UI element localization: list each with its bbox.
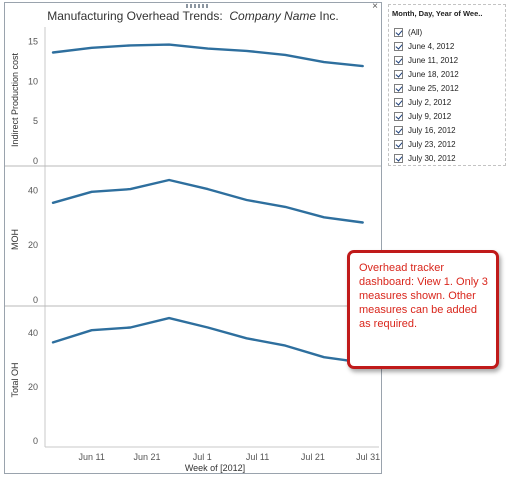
filter-item-label: June 18, 2012 xyxy=(408,69,459,79)
dashboard-title: Manufacturing Overhead Trends: Company N… xyxy=(6,9,380,27)
checkbox-checked-icon[interactable] xyxy=(394,83,403,93)
y-tick-label: 40 xyxy=(28,185,38,195)
filter-item[interactable]: June 11, 2012 xyxy=(394,53,502,67)
checkbox-checked-icon[interactable] xyxy=(394,139,403,149)
x-tick-label: Jun 11 xyxy=(79,452,105,462)
title-company: Company Name xyxy=(229,9,317,23)
filter-item-label: (All) xyxy=(408,27,423,37)
filter-item[interactable]: (All) xyxy=(394,25,502,39)
x-axis-title: Week of [2012] xyxy=(185,463,245,473)
overhead-line-chart: 0 5 10 15 Indirect Production cost 0 20 40 MOH 0 2… xyxy=(5,27,381,473)
y-tick-label: 20 xyxy=(28,382,38,392)
checkbox-checked-icon[interactable] xyxy=(394,111,403,121)
filter-item-label: July 30, 2012 xyxy=(408,153,456,163)
y-tick-label: 20 xyxy=(28,240,38,250)
title-suffix: Inc. xyxy=(319,9,339,23)
filter-item[interactable]: June 18, 2012 xyxy=(394,67,502,81)
filter-item[interactable]: June 25, 2012 xyxy=(394,81,502,95)
checkbox-checked-icon[interactable] xyxy=(394,69,403,79)
x-tick-label: Jun 21 xyxy=(133,452,160,462)
y-tick-label: 5 xyxy=(33,116,38,126)
series-line-moh xyxy=(51,178,364,224)
x-tick-label: Jul 1 xyxy=(193,452,212,462)
filter-item-label: July 2, 2012 xyxy=(408,97,452,107)
title-prefix: Manufacturing Overhead Trends: xyxy=(47,9,223,23)
y-tick-label: 0 xyxy=(33,295,38,305)
drag-handle[interactable] xyxy=(186,4,210,8)
filter-item-label: July 23, 2012 xyxy=(408,139,456,149)
checkbox-checked-icon[interactable] xyxy=(394,97,403,107)
filter-item[interactable]: June 4, 2012 xyxy=(394,39,502,53)
x-tick-label: Jul 31 xyxy=(356,452,380,462)
filter-item-label: June 11, 2012 xyxy=(408,55,459,65)
filter-item[interactable]: July 16, 2012 xyxy=(394,123,502,137)
y-tick-label: 10 xyxy=(28,76,38,86)
y-axis-title: Total OH xyxy=(10,362,20,397)
filter-item-label: July 16, 2012 xyxy=(408,125,456,135)
x-tick-label: Jul 11 xyxy=(246,452,269,462)
filter-item[interactable]: July 2, 2012 xyxy=(394,95,502,109)
y-tick-label: 40 xyxy=(28,328,38,338)
y-axis-title: Indirect Production cost xyxy=(10,52,20,147)
filter-item[interactable]: July 23, 2012 xyxy=(394,137,502,151)
series-line-indirect-production-cost xyxy=(51,43,364,68)
checkbox-checked-icon[interactable] xyxy=(394,55,403,65)
y-tick-label: 0 xyxy=(33,436,38,446)
series-line-total-oh xyxy=(51,316,364,364)
checkbox-checked-icon[interactable] xyxy=(394,41,403,51)
filter-item-label: June 25, 2012 xyxy=(408,83,459,93)
checkbox-checked-icon[interactable] xyxy=(394,125,403,135)
dashboard-panel: × Manufacturing Overhead Trends: Company… xyxy=(4,2,382,474)
annotation-callout: Overhead tracker dashboard: View 1. Only… xyxy=(347,250,499,369)
y-axis-title: MOH xyxy=(10,229,20,250)
checkbox-checked-icon[interactable] xyxy=(394,27,403,37)
filter-item[interactable]: July 9, 2012 xyxy=(394,109,502,123)
filter-title: Month, Day, Year of Wee.. xyxy=(392,9,483,18)
filter-item-label: July 9, 2012 xyxy=(408,111,452,121)
checkbox-checked-icon[interactable] xyxy=(394,153,403,163)
x-tick-label: Jul 21 xyxy=(301,452,325,462)
y-tick-label: 15 xyxy=(28,36,38,46)
week-filter: Month, Day, Year of Wee.. (All) June 4, 2… xyxy=(388,4,506,166)
close-icon[interactable]: × xyxy=(372,1,378,12)
filter-item-label: June 4, 2012 xyxy=(408,41,455,51)
filter-item[interactable]: July 30, 2012 xyxy=(394,151,502,165)
y-tick-label: 0 xyxy=(33,156,38,166)
